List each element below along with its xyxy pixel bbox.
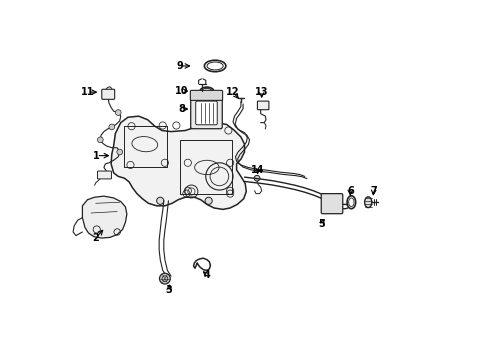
Polygon shape <box>82 196 126 238</box>
Text: 9: 9 <box>176 61 183 71</box>
Circle shape <box>159 273 170 284</box>
Text: 1: 1 <box>93 150 100 161</box>
Text: 4: 4 <box>203 270 210 280</box>
Text: 3: 3 <box>165 285 172 296</box>
Circle shape <box>254 175 260 181</box>
FancyBboxPatch shape <box>195 101 217 125</box>
Text: 14: 14 <box>251 165 264 175</box>
FancyBboxPatch shape <box>321 194 342 214</box>
Text: 7: 7 <box>369 186 376 197</box>
Circle shape <box>323 206 328 211</box>
FancyBboxPatch shape <box>97 171 111 179</box>
Text: 8: 8 <box>178 104 185 114</box>
Circle shape <box>115 110 121 116</box>
FancyBboxPatch shape <box>190 90 222 100</box>
Ellipse shape <box>364 197 371 208</box>
FancyBboxPatch shape <box>257 101 268 110</box>
Text: 13: 13 <box>254 87 268 97</box>
Circle shape <box>335 206 340 211</box>
Circle shape <box>204 197 212 204</box>
Text: 5: 5 <box>318 219 325 229</box>
Text: 10: 10 <box>175 86 188 96</box>
Circle shape <box>117 149 122 155</box>
Text: 12: 12 <box>226 87 239 97</box>
Polygon shape <box>111 116 246 210</box>
Text: 11: 11 <box>81 87 94 97</box>
Circle shape <box>97 137 103 143</box>
Text: 6: 6 <box>346 186 353 197</box>
Text: 2: 2 <box>92 233 99 243</box>
FancyBboxPatch shape <box>102 89 115 99</box>
FancyBboxPatch shape <box>190 96 222 129</box>
Circle shape <box>156 197 163 204</box>
Circle shape <box>109 124 115 130</box>
